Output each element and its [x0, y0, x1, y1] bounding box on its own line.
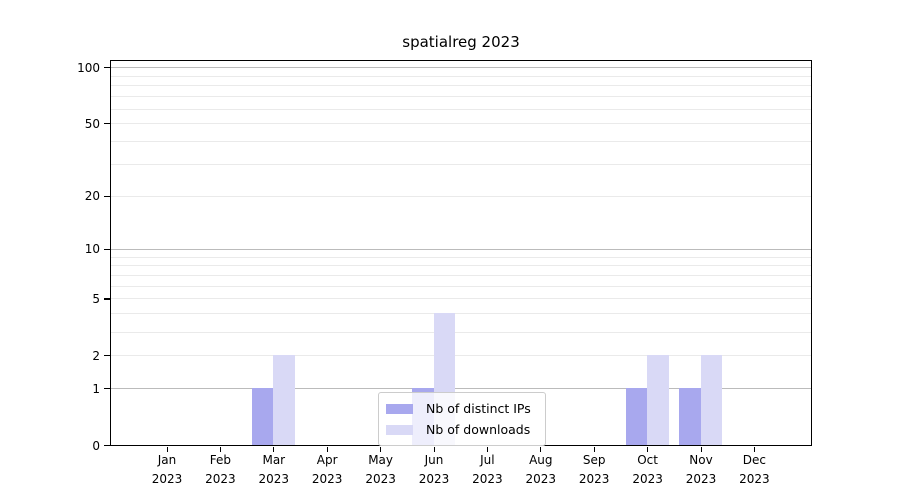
gridline-major [111, 248, 811, 250]
legend: Nb of distinct IPs Nb of downloads [378, 392, 546, 446]
x-tick-month: Oct [637, 453, 658, 467]
y-axis-tick-mark [104, 388, 110, 390]
gridline-minor [111, 265, 811, 267]
x-tick-year: 2023 [578, 472, 610, 486]
x-tick-year: 2023 [685, 472, 717, 486]
x-tick-month: Mar [262, 453, 286, 467]
x-axis-tick-label: Jan 2023 [132, 451, 202, 489]
x-tick-year: 2023 [365, 472, 396, 486]
gridline-minor [111, 123, 811, 125]
chart-title: spatialreg 2023 [402, 33, 520, 51]
y-axis-tick-mark [104, 445, 110, 447]
y-axis-tick-label: 20 [84, 189, 100, 204]
x-axis-tick-mark [380, 447, 382, 452]
y-axis-tick-mark [104, 123, 110, 125]
x-tick-year: 2023 [258, 472, 290, 486]
x-tick-year: 2023 [525, 472, 557, 486]
x-tick-month: Sep [582, 453, 606, 467]
x-axis-tick-label: Feb 2023 [185, 451, 255, 489]
gridline-minor [111, 313, 811, 315]
x-axis-tick-label: Jul 2023 [452, 451, 522, 489]
gridline-minor [111, 141, 811, 143]
x-axis-tick-label: Oct 2023 [613, 451, 683, 489]
bar-ips-nov [679, 388, 701, 445]
gridline-minor [111, 331, 811, 333]
y-axis-tick-label: 100 [77, 60, 100, 75]
x-tick-month: Nov [689, 453, 713, 467]
x-axis-tick-mark [273, 447, 275, 452]
y-axis-tick-label: 0 [92, 438, 100, 453]
gridline-major [111, 388, 811, 390]
x-axis-tick-mark [540, 447, 542, 452]
gridline-minor [111, 256, 811, 258]
x-tick-year: 2023 [632, 472, 663, 486]
legend-entry: Nb of downloads [386, 419, 537, 440]
gridline-minor [111, 75, 811, 77]
gridline-minor [111, 96, 811, 98]
x-tick-year: 2023 [151, 472, 183, 486]
x-tick-month: Aug [529, 453, 553, 467]
x-axis-tick-label: Sep 2023 [559, 451, 629, 489]
legend-entry: Nb of distinct IPs [386, 398, 537, 419]
gridline-minor [111, 85, 811, 87]
x-axis-tick-label: Jun 2023 [399, 451, 469, 489]
x-axis-tick-label: Mar 2023 [239, 451, 309, 489]
x-tick-year: 2023 [205, 472, 236, 486]
x-axis-tick-mark [753, 447, 756, 452]
gridline-minor [111, 298, 811, 300]
x-tick-month: May [368, 453, 393, 467]
x-tick-month: Apr [316, 453, 338, 467]
x-axis-tick-mark [166, 447, 168, 452]
x-tick-year: 2023 [311, 472, 343, 486]
x-axis-tick-mark [433, 447, 435, 452]
legend-entry-label: Nb of distinct IPs [426, 401, 531, 416]
y-axis-tick-mark [104, 355, 110, 357]
y-axis-tick-label: 10 [84, 242, 100, 257]
x-tick-month: Feb [209, 453, 232, 467]
y-axis-tick-mark [104, 195, 110, 197]
bar-downloads-oct [647, 355, 669, 445]
x-tick-year: 2023 [418, 472, 450, 486]
x-axis-tick-mark [700, 447, 702, 452]
gridline-minor [111, 285, 811, 287]
x-axis-tick-mark [486, 447, 489, 452]
gridline-minor [111, 108, 811, 110]
x-tick-year: 2023 [739, 472, 770, 486]
gridline-minor [111, 163, 811, 165]
y-axis-tick-mark [104, 248, 110, 250]
x-axis-tick-label: Dec 2023 [719, 451, 789, 489]
x-tick-month: Jun [424, 453, 444, 467]
bar-downloads-nov [700, 355, 722, 445]
x-axis-tick-mark [219, 447, 222, 452]
x-axis-tick-label: Apr 2023 [292, 451, 362, 489]
x-axis-tick-label: Aug 2023 [506, 451, 576, 489]
x-tick-month: Jan [157, 453, 177, 467]
plot-area [110, 60, 812, 446]
y-axis-tick-label: 5 [92, 291, 100, 306]
x-axis-tick-mark [593, 447, 595, 452]
x-axis-tick-mark [647, 447, 649, 452]
y-axis-tick-label: 50 [84, 116, 100, 131]
x-tick-month: Jul [480, 453, 495, 467]
y-axis-tick-mark [104, 67, 110, 69]
legend-entry-label: Nb of downloads [426, 422, 531, 437]
legend-swatch [386, 424, 413, 435]
y-axis-tick-mark [104, 298, 110, 300]
y-axis-tick-label: 1 [92, 381, 100, 396]
gridline-major [111, 67, 811, 69]
legend-swatch [386, 403, 413, 414]
x-axis-tick-mark [326, 447, 328, 452]
bar-ips-oct [625, 388, 648, 445]
bar-downloads-mar [273, 355, 295, 445]
x-tick-month: Dec [742, 453, 766, 467]
gridline-minor [111, 195, 811, 197]
x-tick-year: 2023 [472, 472, 503, 486]
x-axis-tick-label: Nov 2023 [666, 451, 736, 489]
y-axis-tick-label: 2 [92, 348, 100, 363]
bar-ips-mar [251, 388, 274, 445]
x-axis-tick-label: May 2023 [346, 451, 416, 489]
gridline-minor [111, 274, 811, 276]
gridline-minor [111, 355, 811, 357]
